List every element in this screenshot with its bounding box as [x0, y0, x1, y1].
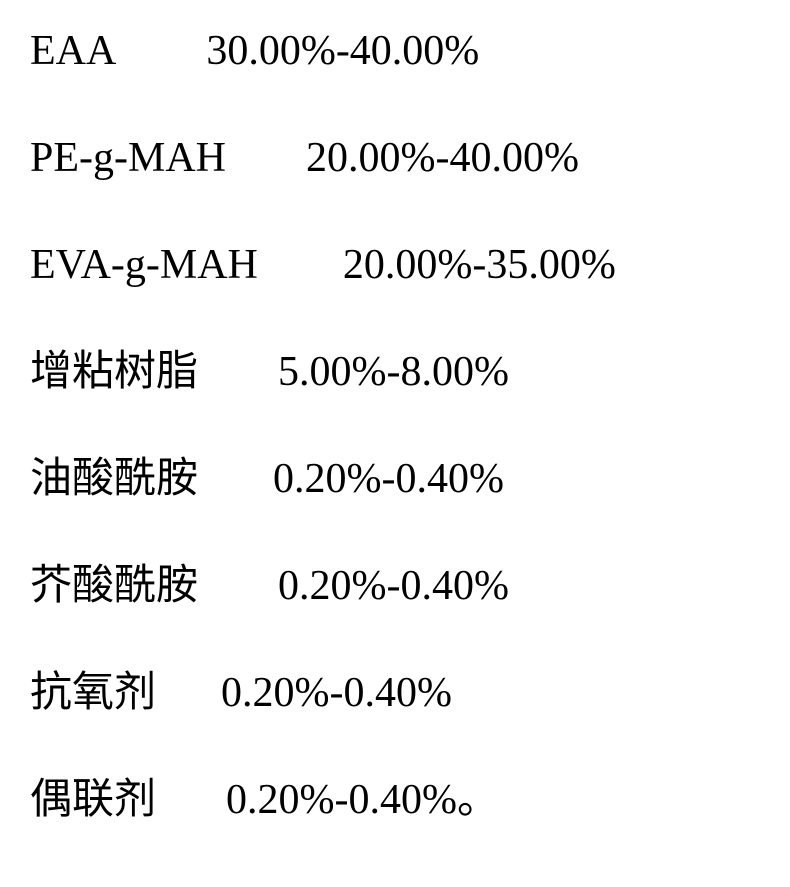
- component-label: 抗氧剂: [30, 672, 156, 714]
- table-row: 油酸酰胺 0.20%-0.40%: [30, 458, 760, 500]
- table-row: 偶联剂 0.20%-0.40%。: [30, 779, 760, 821]
- component-label: PE-g-MAH: [30, 137, 226, 179]
- table-row: PE-g-MAH 20.00%-40.00%: [30, 137, 760, 179]
- component-value: 0.20%-0.40%: [278, 565, 509, 607]
- component-value: 0.20%-0.40%。: [226, 779, 499, 821]
- component-value: 20.00%-40.00%: [306, 137, 579, 179]
- component-value: 20.00%-35.00%: [343, 244, 616, 286]
- component-label: 增粘树脂: [30, 351, 198, 393]
- composition-table: EAA 30.00%-40.00% PE-g-MAH 20.00%-40.00%…: [0, 0, 790, 821]
- component-value: 30.00%-40.00%: [206, 30, 479, 72]
- table-row: 芥酸酰胺 0.20%-0.40%: [30, 565, 760, 607]
- component-label: EAA: [30, 30, 116, 72]
- component-value: 0.20%-0.40%: [221, 672, 452, 714]
- table-row: 抗氧剂 0.20%-0.40%: [30, 672, 760, 714]
- table-row: EVA-g-MAH 20.00%-35.00%: [30, 244, 760, 286]
- component-label: 芥酸酰胺: [30, 565, 198, 607]
- component-value: 5.00%-8.00%: [278, 351, 509, 393]
- component-label: 油酸酰胺: [30, 458, 198, 500]
- table-row: EAA 30.00%-40.00%: [30, 30, 760, 72]
- table-row: 增粘树脂 5.00%-8.00%: [30, 351, 760, 393]
- component-label: 偶联剂: [30, 779, 156, 821]
- component-label: EVA-g-MAH: [30, 244, 258, 286]
- component-value: 0.20%-0.40%: [273, 458, 504, 500]
